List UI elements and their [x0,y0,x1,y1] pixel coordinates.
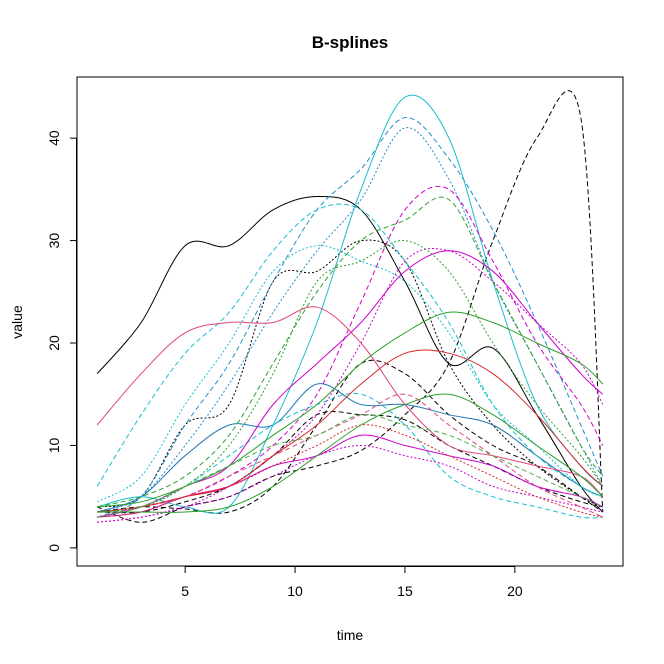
x-tick-label: 10 [287,583,303,599]
series-lines [96,90,604,523]
y-tick-label: 30 [46,233,62,249]
y-tick-label: 40 [46,130,62,146]
series-line-9 [97,94,604,514]
series-line-2 [97,359,604,514]
series-line-13 [97,250,604,518]
series-line-24 [97,240,604,513]
series-line-4 [97,239,604,508]
x-axis-label: time [337,627,364,643]
x-tick-label: 15 [397,583,413,599]
x-tick-label: 20 [507,583,523,599]
y-tick-label: 20 [46,335,62,351]
y-tick-label: 0 [46,544,62,552]
series-line-26 [97,414,604,518]
y-axis: 0 10 20 30 40 [46,130,77,552]
y-axis-label: value [9,305,25,339]
plot-frame [76,76,624,567]
x-tick-label: 5 [181,583,189,599]
series-line-10 [96,203,604,498]
series-line-1 [96,195,604,513]
series-line-8 [97,127,604,513]
y-tick-label: 10 [46,437,62,453]
series-line-18 [96,306,604,498]
series-line-15 [97,248,604,523]
x-axis: 5 10 15 20 [181,566,523,599]
series-line-5 [97,411,603,514]
series-line-20 [97,349,604,513]
series-line-25 [97,393,604,513]
chart-title: B-splines [312,33,389,52]
series-line-23 [97,196,604,508]
series-line-14 [97,185,604,518]
series-line-3 [97,90,604,523]
